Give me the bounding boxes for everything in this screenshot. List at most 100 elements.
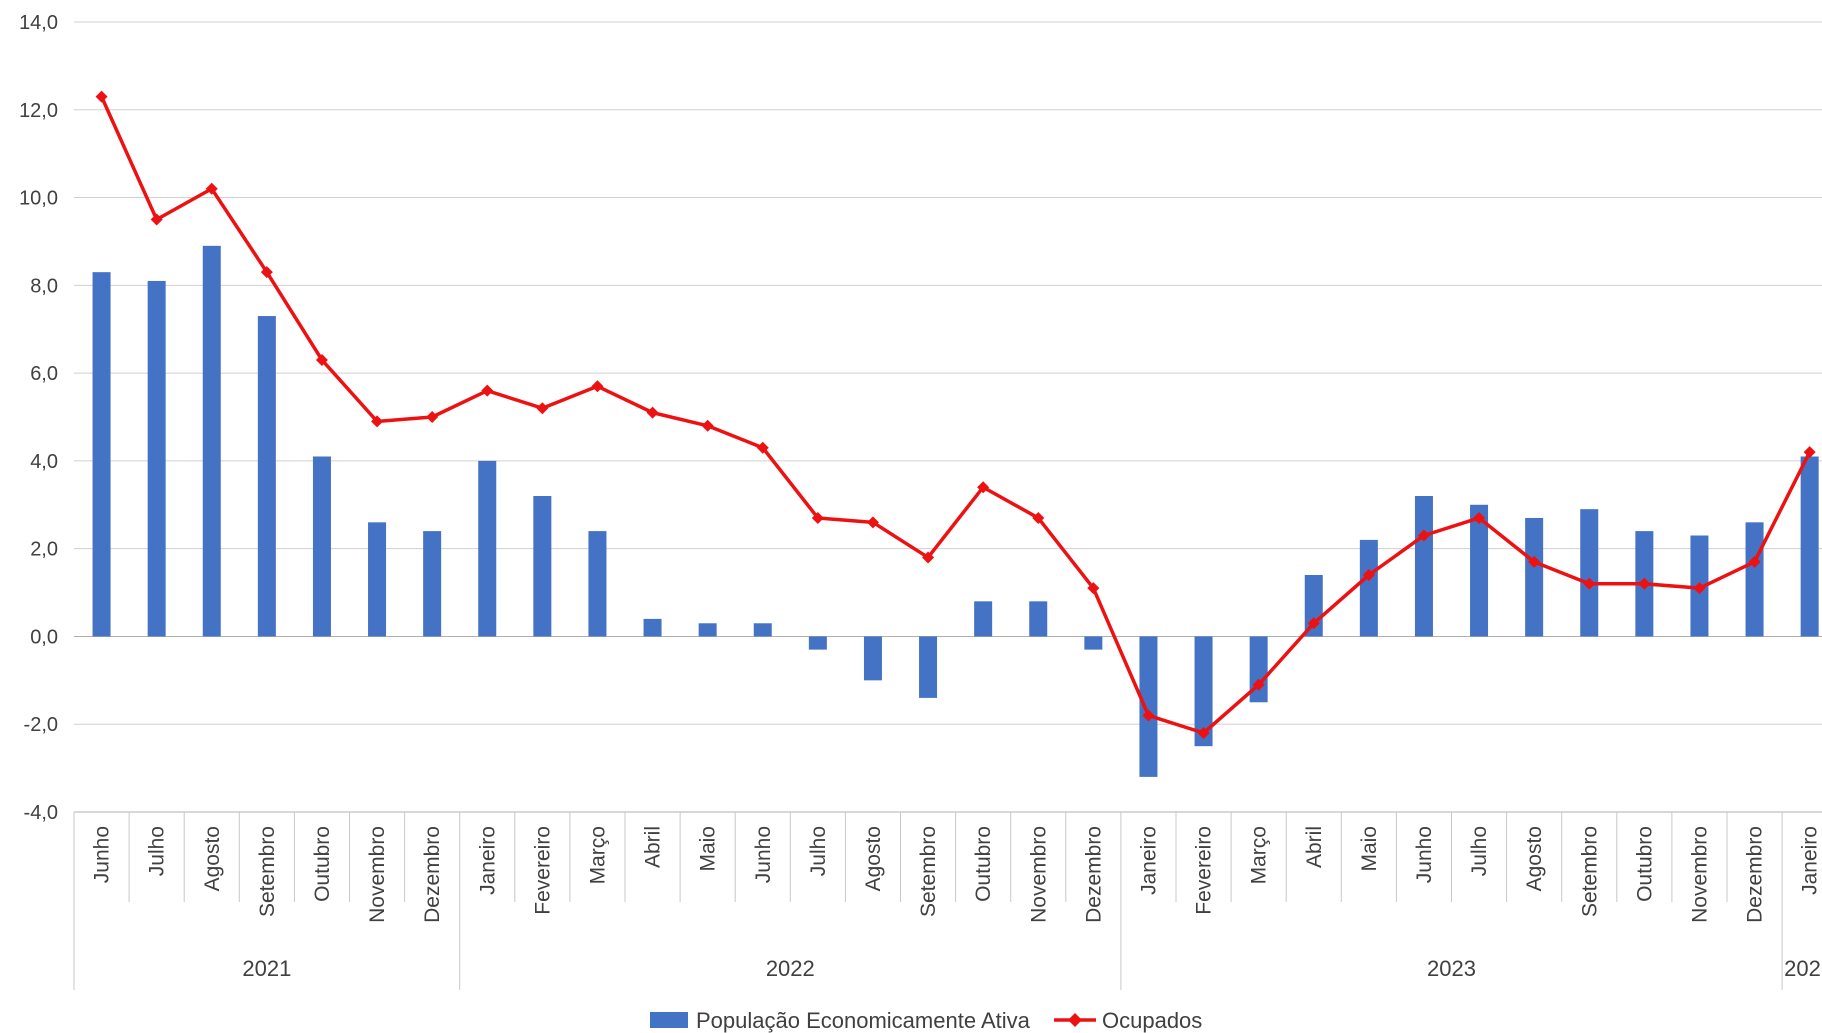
legend-marker-line (1068, 1013, 1082, 1027)
bar (202, 245, 221, 637)
line-point (1197, 727, 1210, 739)
line-point (1417, 529, 1430, 542)
year-label: 2022 (766, 956, 815, 981)
line-point (315, 353, 328, 366)
x-tick-label: Janeiro (476, 826, 499, 895)
line-point (1583, 577, 1596, 590)
line-point (646, 406, 659, 419)
line-point (1693, 582, 1706, 595)
line-point (1528, 555, 1541, 568)
x-tick-label: Setembro (256, 826, 279, 917)
x-tick-label: Março (1248, 826, 1271, 884)
x-tick-label: Novembro (366, 826, 389, 923)
y-tick-label: 6,0 (30, 363, 58, 385)
bar (423, 531, 442, 637)
x-tick-label: Dezembro (1744, 826, 1767, 923)
y-tick-label: 8,0 (30, 275, 58, 297)
line-point (371, 415, 384, 428)
bar (1194, 636, 1213, 747)
x-tick-label: Agosto (862, 826, 885, 891)
line-point (1362, 569, 1375, 581)
line-point (977, 481, 990, 494)
line-point (1803, 446, 1816, 459)
x-tick-label: Outubro (311, 826, 334, 902)
line-point (756, 441, 769, 454)
year-label: 2023 (1427, 956, 1476, 981)
bar (974, 601, 993, 637)
line-point (426, 411, 439, 423)
x-tick-label: Abril (642, 826, 665, 868)
x-tick-label: Julho (1468, 826, 1491, 876)
bar (147, 280, 166, 637)
line-point (260, 266, 273, 279)
y-tick-label: 12,0 (19, 100, 58, 122)
bar (1084, 636, 1103, 650)
bar (588, 531, 607, 637)
x-tick-label: Abril (1303, 826, 1326, 868)
bar (863, 636, 882, 681)
bar (92, 272, 111, 637)
x-tick-label: Outubro (972, 826, 995, 902)
y-tick-label: 2,0 (30, 539, 58, 561)
bar (368, 522, 387, 637)
x-tick-label: Fevereiro (1193, 826, 1216, 915)
line-point (481, 384, 494, 397)
x-tick-label: Junho (91, 826, 114, 883)
line-point (1307, 617, 1320, 630)
bar (1800, 456, 1819, 637)
year-label: 202 (1784, 956, 1821, 981)
x-tick-label: Maio (697, 826, 720, 872)
line-point (811, 511, 824, 524)
x-tick-label: Julho (807, 826, 830, 876)
x-tick-label: Maio (1358, 826, 1381, 872)
bar (1580, 509, 1599, 637)
legend-swatch-bar (650, 1012, 688, 1028)
bar (753, 623, 772, 637)
y-tick-label: -4,0 (24, 802, 58, 824)
bar (1139, 636, 1158, 777)
bar (808, 636, 827, 650)
x-tick-label: Dezembro (421, 826, 444, 923)
line-point (1087, 582, 1100, 595)
x-tick-label: Junho (1413, 826, 1436, 883)
x-tick-label: Junho (752, 826, 775, 883)
bar (478, 460, 497, 637)
bar-series (92, 245, 1819, 777)
x-tick-label: Julho (146, 826, 169, 876)
legend-label-bar: População Economicamente Ativa (696, 1008, 1031, 1033)
line-point (701, 419, 714, 432)
x-tick-label: Setembro (917, 826, 940, 917)
line-point (205, 182, 218, 195)
x-tick-label: Novembro (1027, 826, 1050, 923)
x-tick-label: Agosto (201, 826, 224, 891)
y-tick-label: 10,0 (19, 188, 58, 210)
bar (1029, 601, 1048, 637)
line-point (1032, 511, 1045, 524)
line-point (536, 402, 549, 415)
line-point (1638, 577, 1651, 590)
x-tick-label: Setembro (1578, 826, 1601, 917)
line-point (591, 380, 604, 393)
bar (643, 618, 662, 637)
x-axis: Junho Julho Agosto Setembro Outubro Novembro D… (73, 811, 1822, 990)
line-point (95, 90, 108, 103)
x-tick-label: Agosto (1523, 826, 1546, 891)
line-point (150, 213, 163, 226)
legend-label-line: Ocupados (1102, 1008, 1202, 1033)
x-tick-label: Janeiro (1137, 826, 1160, 895)
line-point (1142, 709, 1155, 722)
series-line (99, 95, 1812, 735)
y-tick-label: 0,0 (30, 626, 58, 648)
bar (1414, 496, 1433, 637)
x-tick-label: Outubro (1633, 826, 1656, 902)
bar (257, 316, 276, 637)
y-tick-label: -2,0 (24, 714, 58, 736)
line-point (1252, 678, 1265, 691)
year-label: 2021 (242, 956, 291, 981)
line-point (866, 516, 879, 529)
bar (1359, 539, 1378, 637)
x-tick-label: Dezembro (1082, 826, 1105, 923)
bar (533, 496, 552, 637)
bar (698, 623, 717, 637)
